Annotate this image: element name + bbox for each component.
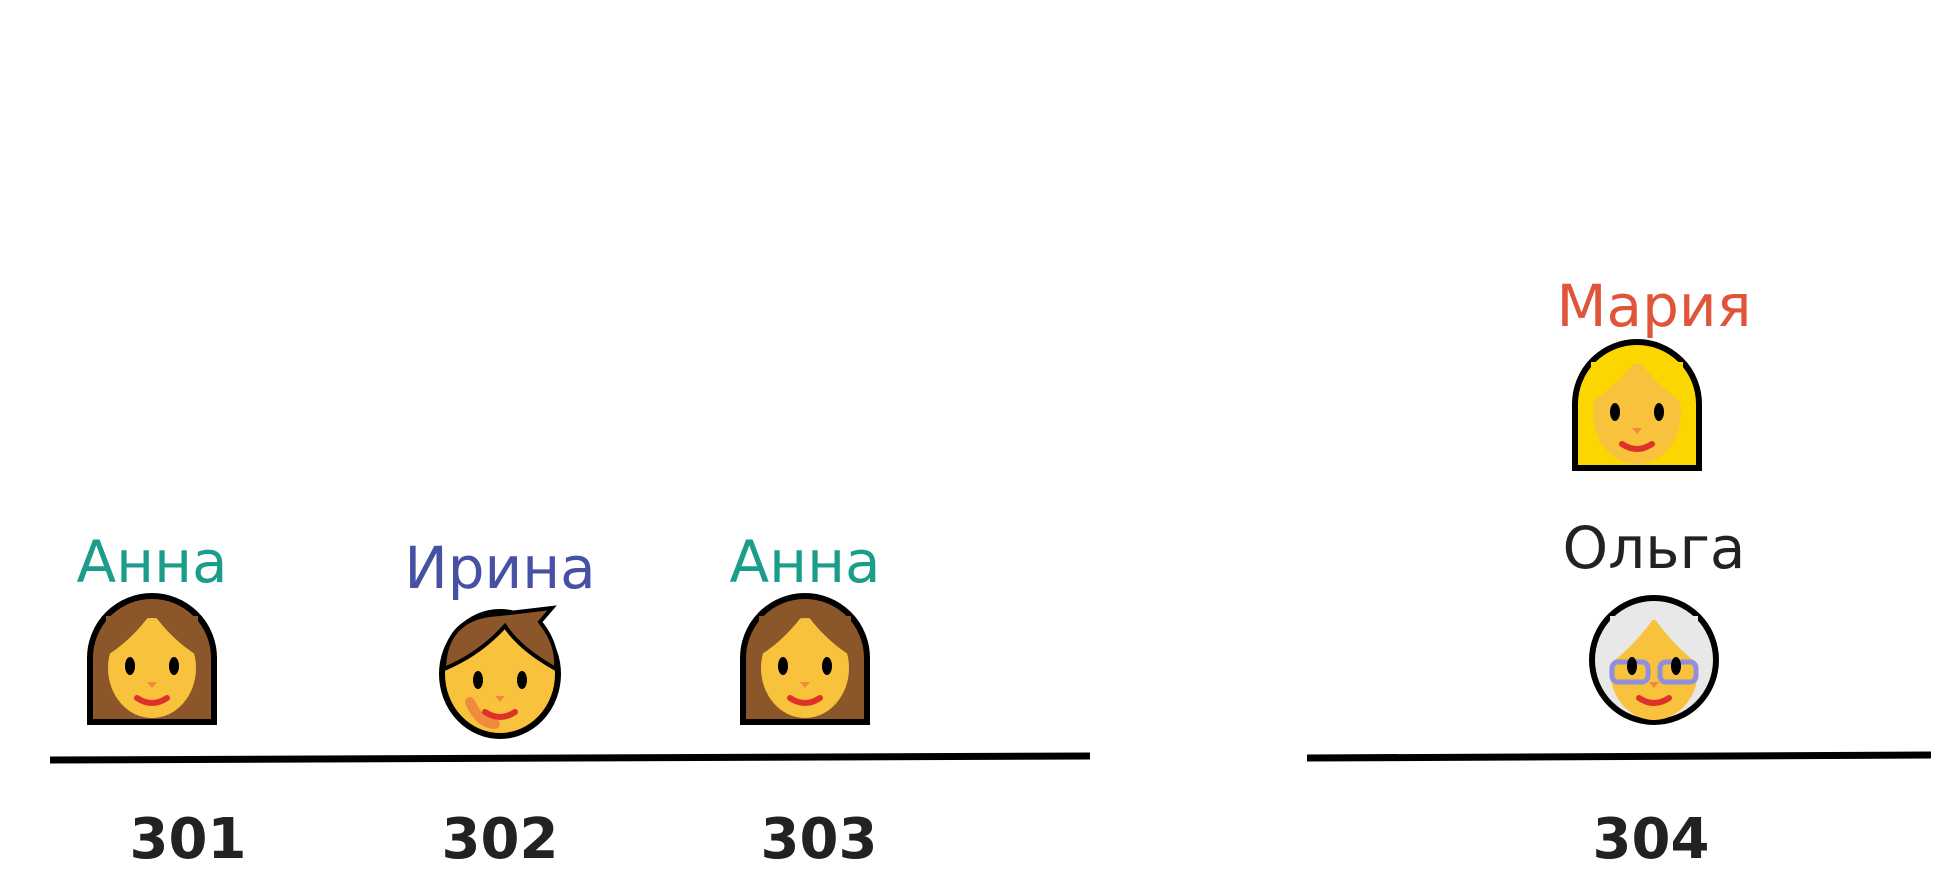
emoji-part: [169, 657, 179, 675]
emoji-part: [495, 696, 505, 702]
person-emoji: [740, 593, 870, 725]
room-number: 303: [761, 807, 878, 872]
emoji-part: [800, 682, 810, 688]
person-emoji: [439, 605, 561, 739]
emoji-part: [1627, 657, 1637, 675]
emoji-part: [125, 657, 135, 675]
shelf-line: [49, 752, 1091, 764]
emoji-part: [108, 618, 196, 718]
emoji-part: [465, 697, 500, 729]
emoji-part: [147, 682, 157, 688]
emoji-part: [482, 709, 518, 720]
person-name: Ольга: [1563, 514, 1746, 582]
emoji-part: [761, 618, 849, 718]
emoji-part: [1619, 441, 1655, 452]
emoji-part: [1654, 403, 1664, 421]
emoji-part: [1636, 695, 1672, 706]
emoji-part: [106, 612, 198, 656]
emoji-part: [759, 612, 851, 656]
emoji-part: [134, 695, 170, 706]
emoji-part: [1593, 364, 1681, 464]
emoji-part: [1591, 358, 1683, 402]
faces: [87, 339, 1719, 739]
person-name: Анна: [76, 528, 227, 596]
emoji-part: [441, 605, 559, 673]
emoji-part: [778, 657, 788, 675]
emoji-part: [787, 695, 823, 706]
shelf-line: [1306, 751, 1932, 762]
emoji-part: [517, 671, 527, 689]
emoji-part: [1610, 616, 1698, 664]
emoji-part: [473, 671, 483, 689]
emoji-part: [1632, 428, 1642, 434]
person-name: Мария: [1557, 272, 1752, 340]
emoji-part: [822, 657, 832, 675]
person-name: Анна: [729, 528, 880, 596]
emoji-part: [1610, 620, 1698, 720]
person-name: Ирина: [404, 534, 595, 602]
person-emoji: [1589, 595, 1719, 725]
emoji-part: [1671, 657, 1681, 675]
room-number: 304: [1593, 807, 1710, 872]
room-number: 302: [442, 807, 559, 872]
person-emoji: [1572, 339, 1702, 471]
emoji-part: [1610, 403, 1620, 421]
person-emoji: [87, 593, 217, 725]
emoji-part: [1649, 682, 1659, 688]
room-number: 301: [130, 807, 247, 872]
